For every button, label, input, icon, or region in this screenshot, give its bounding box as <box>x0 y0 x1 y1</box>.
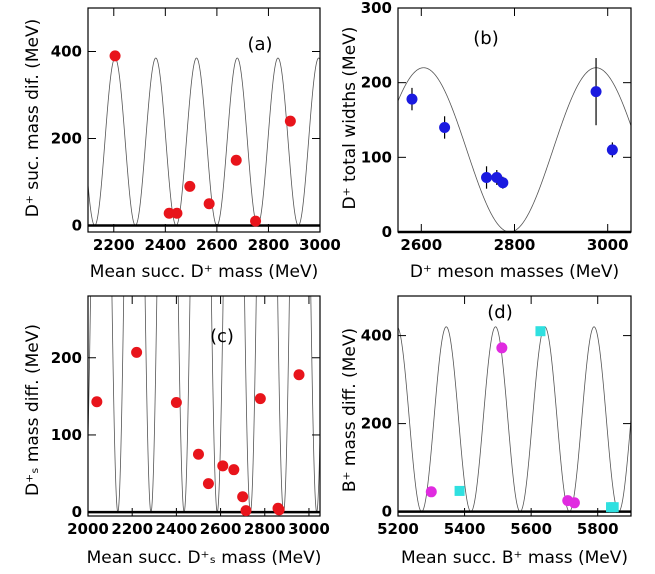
data-point <box>406 93 418 105</box>
x-tick-label: 2000 <box>67 520 109 538</box>
data-point <box>217 460 229 472</box>
model-curve <box>398 326 631 513</box>
data-point <box>171 207 183 219</box>
x-tick-label: 2400 <box>156 520 198 538</box>
x-tick-label: 3000 <box>587 236 629 254</box>
y-tick-label: 200 <box>361 415 392 433</box>
data-point <box>131 346 143 358</box>
x-axis-label: Mean succ. B⁺ mass (MeV) <box>401 548 628 568</box>
data-point <box>202 478 214 490</box>
x-tick-label: 5400 <box>444 520 486 538</box>
data-point <box>203 198 215 210</box>
y-tick-label: 200 <box>51 129 82 147</box>
data-point <box>230 154 242 166</box>
x-tick-label: 2800 <box>494 236 536 254</box>
x-tick-label: 5600 <box>510 520 552 538</box>
data-point <box>535 326 546 337</box>
panel-tag: (d) <box>487 302 512 323</box>
data-point <box>496 342 508 354</box>
y-tick-label: 100 <box>361 148 392 166</box>
data-point <box>109 50 121 62</box>
panel-c: 2000 2200 2400 2600 2800 3000 0 100 200 Mean succ… <box>23 295 330 568</box>
x-tick-label: 2800 <box>244 520 286 538</box>
y-axis-label: D⁺ total widths (MeV) <box>340 27 360 210</box>
y-axis-label: D⁺ₛ mass diff. (MeV) <box>23 324 43 496</box>
x-tick-label: 2600 <box>196 236 238 254</box>
data-point <box>170 397 182 409</box>
model-curve <box>88 57 320 226</box>
panel-a: 2200 2400 2600 2800 3000 0 200 400 Mean succ. D⁺… <box>23 7 341 282</box>
x-tick-label: 2600 <box>400 236 442 254</box>
data-point <box>293 369 305 381</box>
x-tick-label: 5200 <box>377 520 419 538</box>
data-point <box>237 491 249 503</box>
panel-tag: (a) <box>247 34 272 55</box>
data-point <box>240 505 252 517</box>
y-tick-label: 300 <box>361 0 392 17</box>
plot-frame <box>397 295 632 517</box>
x-tick-label: 2400 <box>144 236 186 254</box>
data-point <box>568 497 580 509</box>
x-tick-label: 2200 <box>93 236 135 254</box>
data-point <box>184 180 196 192</box>
x-axis-label: D⁺ meson masses (MeV) <box>410 262 619 282</box>
y-tick-label: 200 <box>361 74 392 92</box>
x-axis-label: Mean succ. D⁺ mass (MeV) <box>90 262 318 282</box>
panel-b: 2600 2800 3000 0 100 200 300 D⁺ meson masses (M… <box>340 0 632 282</box>
plot-frame <box>87 7 321 233</box>
data-point <box>608 502 619 513</box>
data-point <box>228 464 240 476</box>
data-point <box>481 171 493 183</box>
data-point <box>254 393 266 405</box>
x-tick-label: 3000 <box>288 520 330 538</box>
data-point <box>284 115 296 127</box>
data-point <box>454 485 465 496</box>
panel-d: 5200 5400 5600 5800 0 200 400 Mean succ. B⁺ mas… <box>340 295 632 568</box>
y-tick-label: 400 <box>361 327 392 345</box>
model-curve <box>88 296 320 514</box>
y-axis-label: B⁺ mass diff. (MeV) <box>340 328 360 492</box>
y-tick-label: 0 <box>72 216 82 234</box>
x-axis-label: Mean succ. D⁺ₛ mass (MeV) <box>87 548 322 568</box>
data-point <box>273 504 285 516</box>
y-tick-label: 400 <box>51 42 82 60</box>
panel-tag: (c) <box>210 326 234 347</box>
x-tick-label: 5800 <box>577 520 619 538</box>
y-tick-label: 0 <box>382 503 392 521</box>
panel-tag: (b) <box>473 28 498 49</box>
plot-frame <box>87 295 321 517</box>
data-point <box>497 177 509 189</box>
data-point <box>163 207 175 219</box>
data-point <box>439 121 451 133</box>
data-point <box>250 215 262 227</box>
y-tick-label: 100 <box>51 426 82 444</box>
y-axis-label: D⁺ suc. mass dif. (MeV) <box>23 19 43 217</box>
data-point <box>606 144 618 156</box>
y-tick-label: 0 <box>382 223 392 241</box>
data-point <box>91 396 103 408</box>
data-point <box>425 486 437 498</box>
x-tick-label: 2800 <box>248 236 290 254</box>
y-tick-label: 200 <box>51 349 82 367</box>
data-point <box>590 86 602 98</box>
x-tick-label: 3000 <box>299 236 341 254</box>
x-tick-label: 2600 <box>200 520 242 538</box>
x-tick-label: 2200 <box>111 520 153 538</box>
data-point <box>192 448 204 460</box>
y-tick-label: 0 <box>72 503 82 521</box>
